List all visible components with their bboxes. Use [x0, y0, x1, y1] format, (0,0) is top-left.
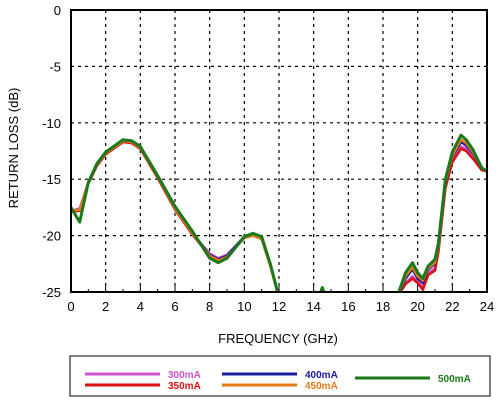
y-axis-label: RETURN LOSS (dB) [6, 88, 21, 209]
x-tick-labels: 0 2 4 6 8 10 12 14 16 18 20 22 24 [67, 299, 494, 314]
legend-box [69, 355, 491, 397]
x-tick-label: 22 [445, 299, 459, 314]
y-tick-label: 0 [54, 3, 61, 18]
series-line-500ma [71, 138, 280, 292]
x-axis-label: FREQUENCY (GHz) [218, 331, 338, 346]
y-tick-label: -25 [42, 285, 61, 300]
legend-label-350ma: 350mA [168, 381, 201, 392]
y-tick-labels: 0 -5 -10 -15 -20 -25 [42, 3, 61, 300]
x-tick-label: 6 [171, 299, 178, 314]
x-tick-label: 18 [376, 299, 390, 314]
x-tick-label: 20 [410, 299, 424, 314]
y-tick-label: -10 [42, 116, 61, 131]
x-tick-label: 10 [237, 299, 251, 314]
y-tick-label: -5 [49, 59, 61, 74]
x-tick-label: 14 [306, 299, 320, 314]
x-tick-label: 12 [272, 299, 286, 314]
plot-frame [70, 9, 488, 293]
x-tick-label: 16 [341, 299, 355, 314]
x-tick-label: 0 [67, 299, 74, 314]
legend-label-300ma: 300mA [168, 370, 201, 381]
legend-label-400ma: 400mA [305, 370, 338, 381]
legend-label-450ma: 450mA [305, 381, 338, 392]
series-line-500ma-upper [319, 133, 487, 292]
legend-label-500ma: 500mA [438, 374, 471, 385]
series-layer [71, 133, 487, 292]
x-tick-label: 8 [206, 299, 213, 314]
y-tick-label: -20 [42, 229, 61, 244]
y-tick-label: -15 [42, 172, 61, 187]
x-tick-label: 24 [480, 299, 494, 314]
x-tick-label: 4 [137, 299, 144, 314]
grid [70, 10, 488, 292]
x-tick-label: 2 [102, 299, 109, 314]
